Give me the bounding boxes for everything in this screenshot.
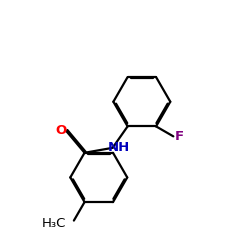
Text: H₃C: H₃C xyxy=(42,217,66,230)
Text: NH: NH xyxy=(108,141,130,154)
Text: F: F xyxy=(175,130,184,143)
Text: O: O xyxy=(56,124,67,138)
